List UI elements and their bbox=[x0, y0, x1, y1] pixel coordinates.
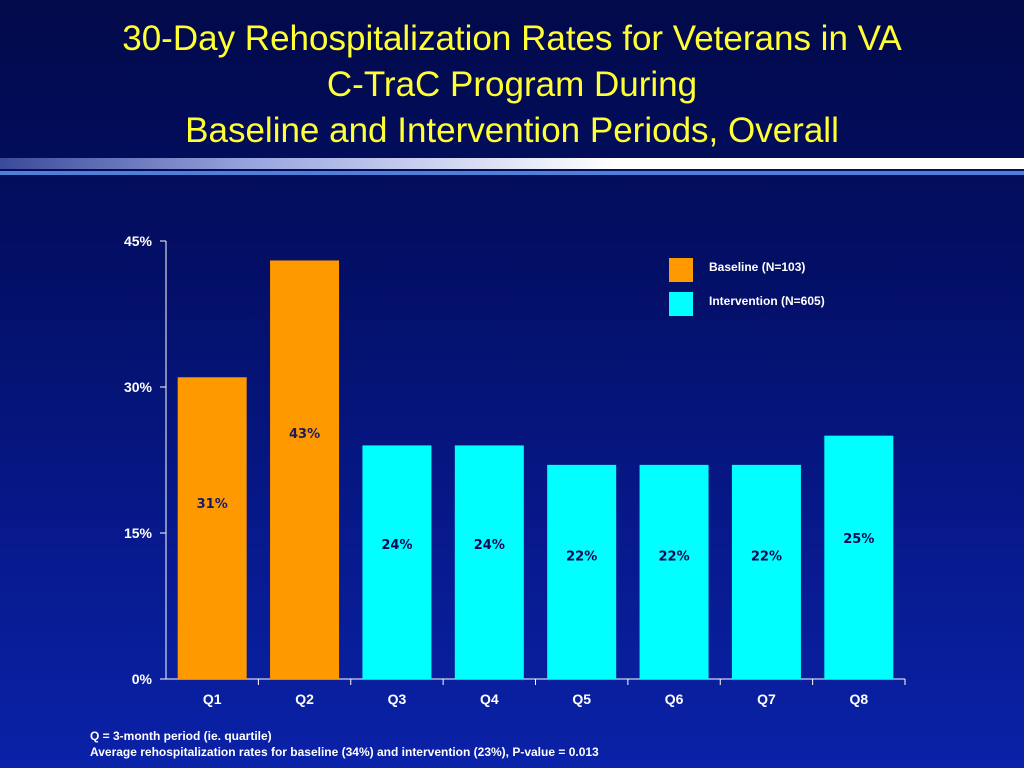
x-tick-label: Q6 bbox=[665, 691, 684, 707]
legend-swatch-intervention bbox=[669, 292, 693, 316]
bar-q2 bbox=[270, 260, 340, 679]
legend-swatch-baseline bbox=[669, 258, 693, 282]
title-line-3: Baseline and Intervention Periods, Overa… bbox=[185, 111, 839, 150]
y-tick-label: 0% bbox=[132, 671, 153, 687]
y-tick-label: 15% bbox=[124, 525, 153, 541]
title-line-2: C-TraC Program During bbox=[326, 65, 698, 104]
slide-title: 30-Day Rehospitalization Rates for Veter… bbox=[0, 16, 1024, 154]
legend-label-intervention: Intervention (N=605) bbox=[709, 294, 825, 308]
bar-q1 bbox=[177, 377, 247, 679]
data-label: 31% bbox=[197, 497, 228, 512]
data-label: 25% bbox=[843, 532, 874, 547]
data-label: 24% bbox=[381, 538, 412, 553]
data-label: 43% bbox=[289, 427, 320, 442]
footnote-line-2: Average rehospitalization rates for base… bbox=[90, 745, 599, 759]
x-tick-label: Q8 bbox=[849, 691, 868, 707]
title-divider bbox=[0, 158, 1024, 178]
bar-q3 bbox=[362, 445, 432, 679]
bar-q4 bbox=[454, 445, 524, 679]
bar-q6 bbox=[639, 464, 709, 679]
legend-label-baseline: Baseline (N=103) bbox=[709, 260, 805, 274]
title-divider-line bbox=[0, 171, 1024, 175]
title-line-1: 30-Day Rehospitalization Rates for Veter… bbox=[122, 19, 902, 58]
bar-q5 bbox=[547, 464, 617, 679]
data-label: 22% bbox=[566, 550, 597, 565]
footnote: Q = 3-month period (ie. quartile) Averag… bbox=[90, 728, 599, 760]
bar-q8 bbox=[824, 435, 894, 679]
x-tick-label: Q7 bbox=[757, 691, 776, 707]
x-tick-label: Q3 bbox=[388, 691, 407, 707]
bar-q7 bbox=[731, 464, 801, 679]
title-divider-bar bbox=[0, 158, 1024, 169]
y-tick-label: 30% bbox=[124, 379, 153, 395]
footnote-line-1: Q = 3-month period (ie. quartile) bbox=[90, 729, 272, 743]
data-label: 22% bbox=[751, 550, 782, 565]
data-label: 22% bbox=[659, 550, 690, 565]
y-tick-label: 45% bbox=[124, 233, 153, 249]
x-tick-label: Q2 bbox=[295, 691, 314, 707]
x-tick-label: Q4 bbox=[480, 691, 499, 707]
x-tick-label: Q1 bbox=[203, 691, 222, 707]
data-label: 24% bbox=[474, 538, 505, 553]
x-tick-label: Q5 bbox=[572, 691, 591, 707]
